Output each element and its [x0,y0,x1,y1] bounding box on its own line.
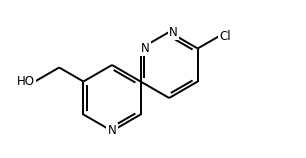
Text: Cl: Cl [219,30,231,43]
Text: N: N [140,42,149,55]
Text: N: N [108,125,116,137]
Text: HO: HO [17,75,35,88]
Text: N: N [169,25,178,39]
